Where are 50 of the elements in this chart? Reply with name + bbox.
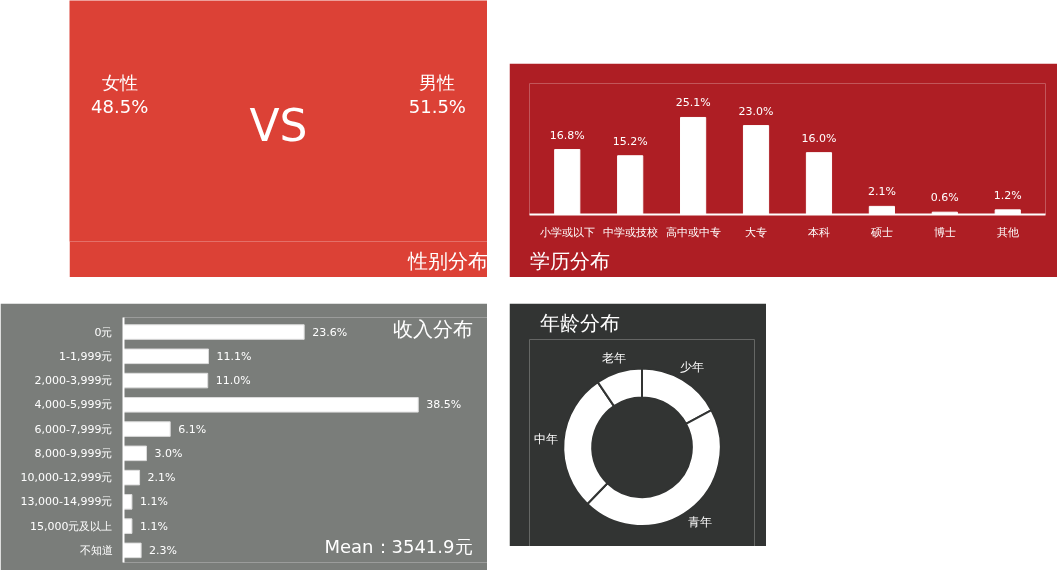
- y-tick-label: 1-1,999元: [59, 349, 113, 363]
- x-tick-label: 中学或技校: [602, 225, 658, 239]
- text: 学历分布: [529, 248, 610, 273]
- y-tick-label: 10,000-12,999元: [20, 471, 113, 485]
- text: 女性: [101, 71, 138, 93]
- data-label: 25.1%: [675, 96, 711, 110]
- y-tick-label: 6,000-7,999元: [34, 422, 113, 436]
- data-label: 1.2%: [993, 188, 1022, 202]
- x-tick-label: 高中或中专: [665, 225, 721, 239]
- slice-label: 青年: [688, 515, 713, 530]
- data-label: 2.1%: [867, 185, 896, 199]
- data-label: 16.0%: [801, 131, 837, 145]
- y-tick-label: 0元: [94, 325, 113, 339]
- data-label: 11.1%: [216, 349, 252, 363]
- x-tick-label: 小学或以下: [539, 225, 595, 239]
- slice-label: 少年: [679, 359, 704, 374]
- x-tick-label: 本科: [807, 225, 830, 239]
- data-label: 23.6%: [312, 325, 348, 339]
- data-label: 15.2%: [612, 134, 648, 148]
- text: 48.5%: [91, 96, 149, 118]
- data-label: 1.1%: [139, 495, 168, 509]
- y-tick-label: 15,000元及以上: [30, 519, 113, 533]
- data-label: 2.1%: [147, 471, 176, 485]
- data-label: 2.3%: [149, 543, 178, 557]
- text: 51.5%: [408, 96, 466, 118]
- slice-label: 老年: [601, 350, 626, 365]
- y-tick-label: 4,000-5,999元: [34, 398, 113, 412]
- chart-title: 收入分布: [392, 316, 473, 341]
- data-label: 23.0%: [738, 104, 774, 118]
- text: VS: [249, 100, 308, 152]
- x-tick-label: 博士: [933, 225, 956, 239]
- slice-label: 中年: [533, 432, 558, 447]
- text: 性别分布: [406, 248, 488, 273]
- text: 男性: [419, 71, 456, 93]
- data-label: 38.5%: [426, 398, 462, 412]
- data-label: 16.8%: [549, 128, 585, 142]
- data-label: 0.6%: [930, 191, 959, 205]
- data-label: 3.0%: [154, 446, 183, 460]
- y-tick-label: 13,000-14,999元: [20, 495, 113, 509]
- data-label: 1.1%: [139, 519, 168, 533]
- data-label: 11.0%: [215, 374, 251, 388]
- x-tick-label: 硕士: [869, 225, 893, 239]
- annotation: Mean：3541.9元: [324, 535, 473, 557]
- y-tick-label: 不知道: [79, 543, 113, 557]
- y-tick-label: 2,000-3,999元: [34, 374, 113, 388]
- x-tick-label: 大专: [745, 225, 768, 239]
- data-label: 6.1%: [178, 422, 207, 436]
- chart-title: 年龄分布: [539, 310, 620, 335]
- y-tick-label: 8,000-9,999元: [34, 446, 113, 460]
- x-tick-label: 其他: [996, 225, 1019, 239]
